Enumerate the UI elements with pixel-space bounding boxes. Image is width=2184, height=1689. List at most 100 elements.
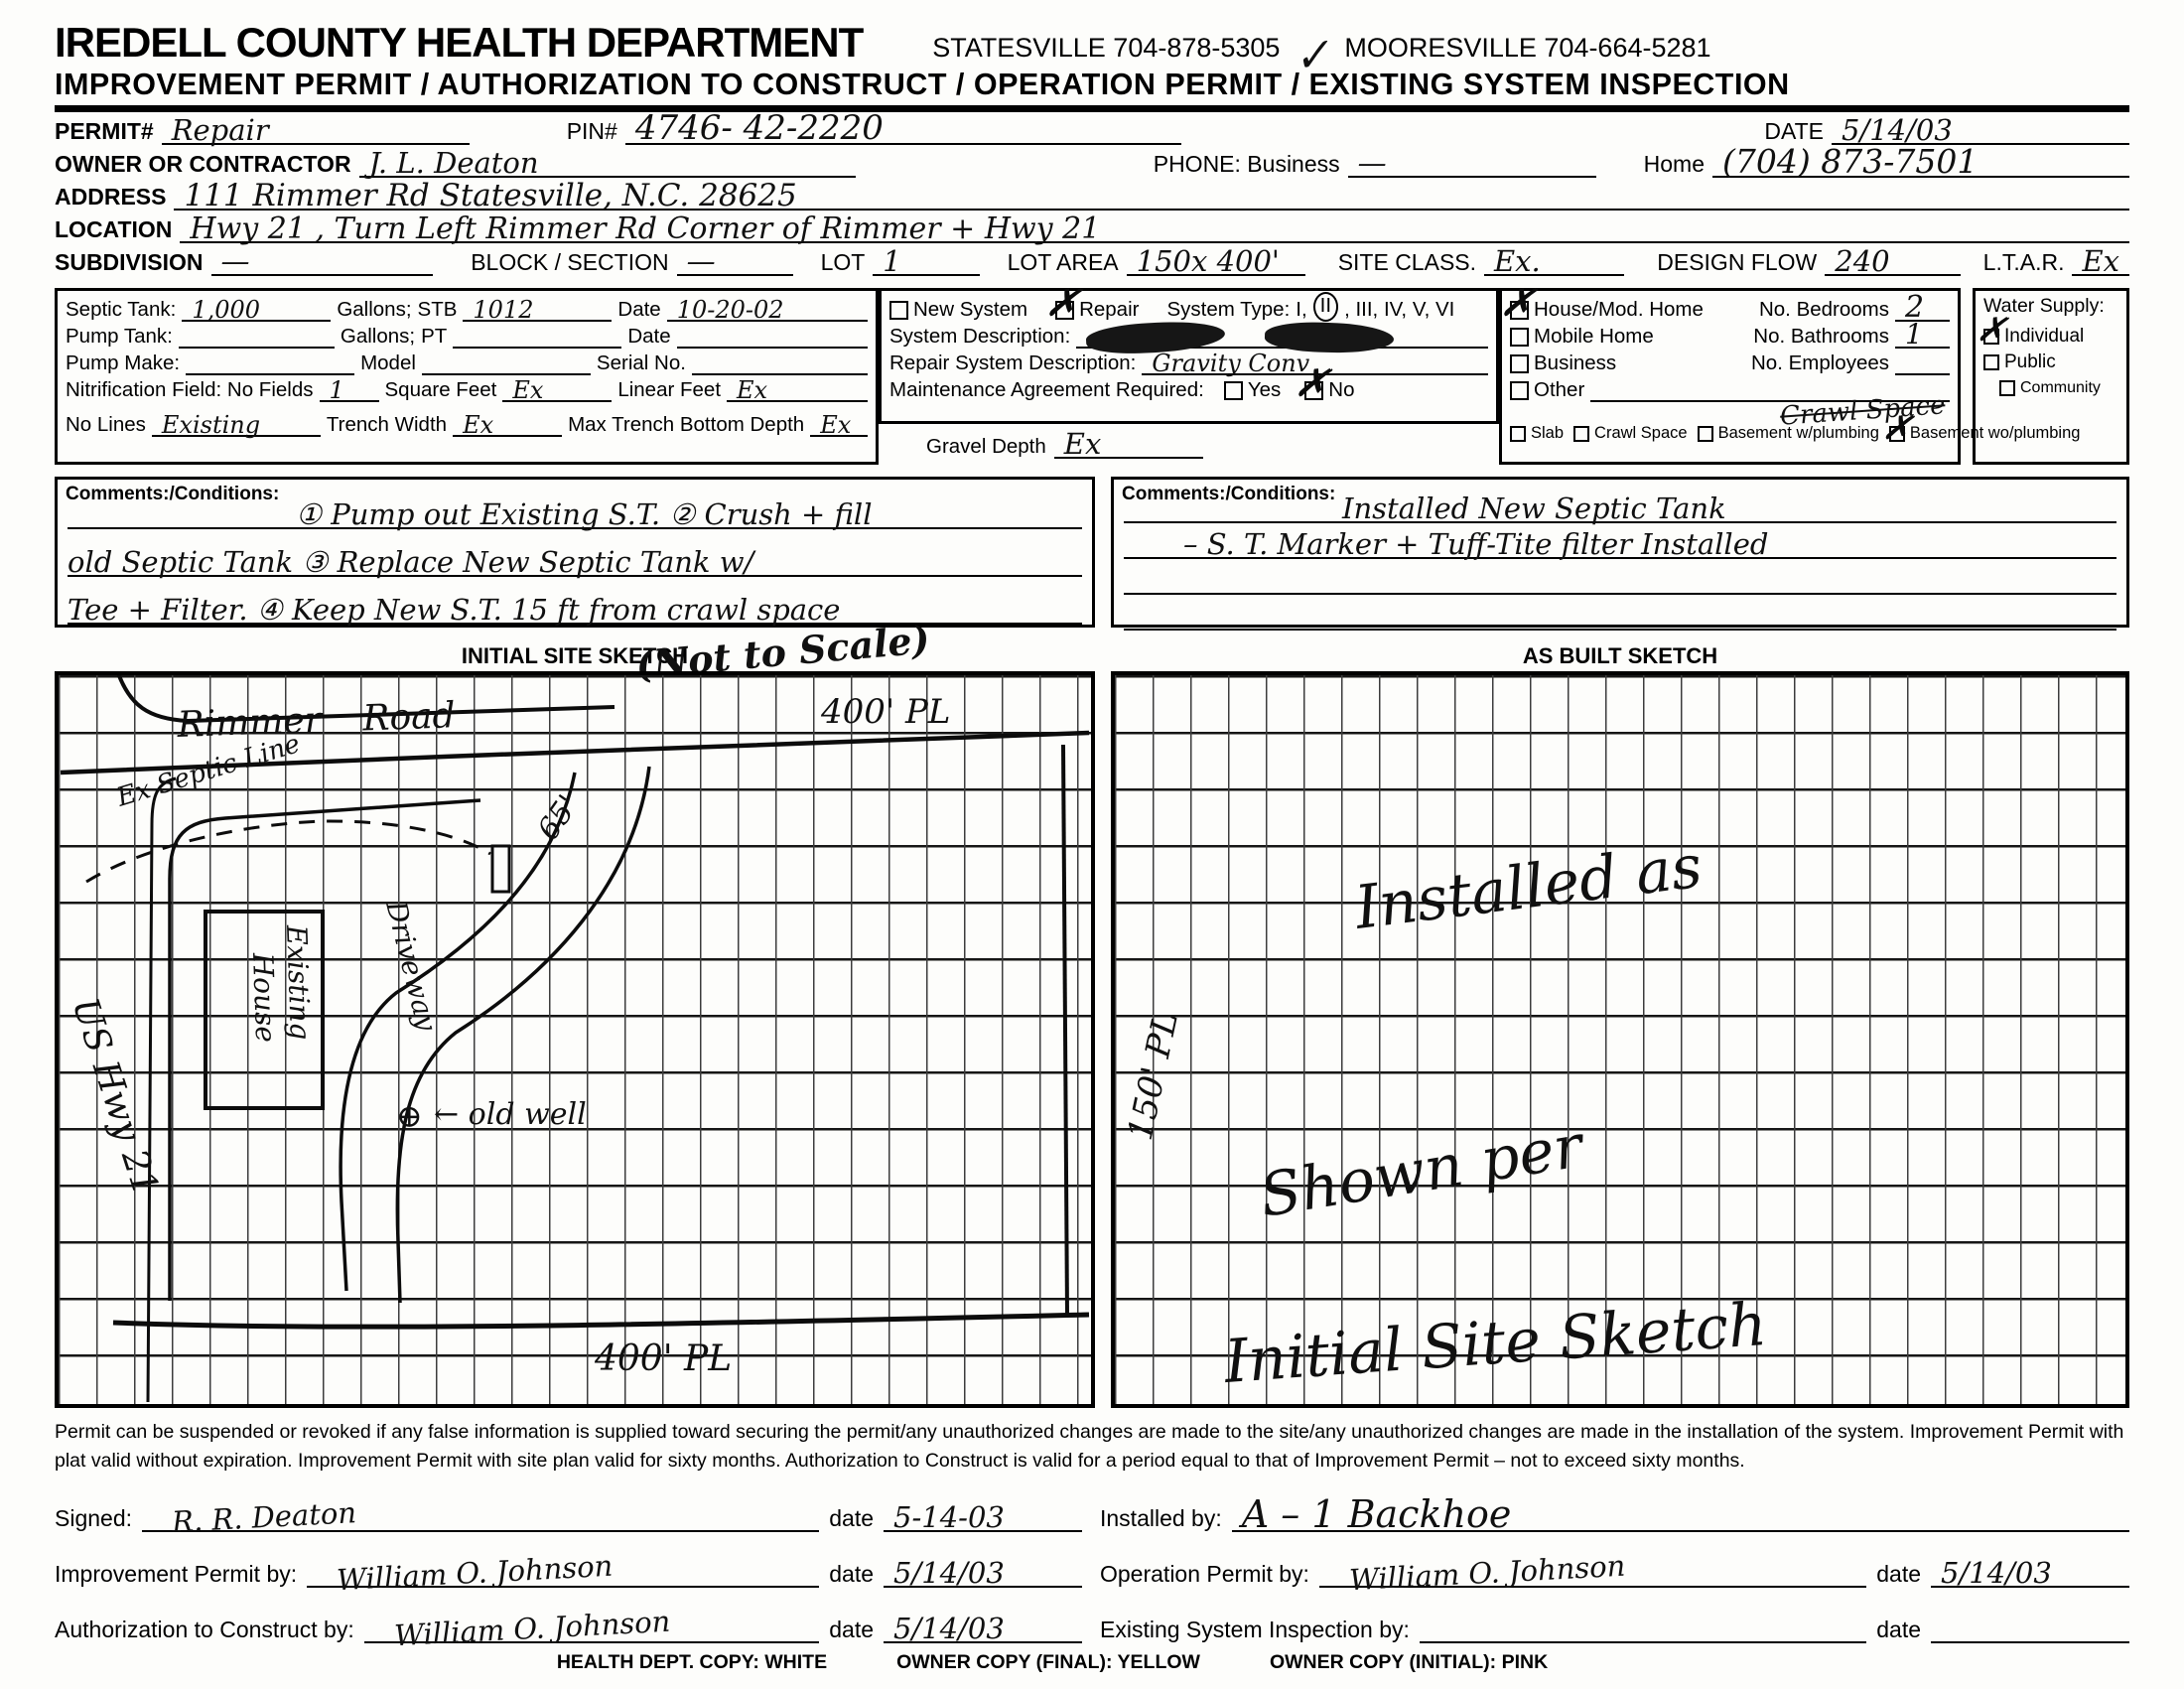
gallons-label-1: Gallons;: [337, 298, 412, 321]
phone-numbers: STATESVILLE 704-878-5305 ✓ MOORESVILLE 7…: [932, 28, 1710, 83]
pl-bottom-label: 400' PL: [594, 1338, 732, 1379]
design-flow-label: DESIGN FLOW: [1657, 249, 1818, 275]
structure-box: ✗ House/Mod. Home No. Bedrooms 2 Mobile …: [1498, 276, 2080, 465]
initial-sketch-title-cell: INITIAL SITE SKETCH (Not to Scale): [55, 617, 1095, 687]
no-lines-field: Existing: [151, 410, 321, 439]
comments-right-line4: [1124, 595, 2116, 631]
hwy-edge-line: [146, 776, 177, 1403]
individual-option: ✗ Individual: [1975, 309, 2084, 352]
pump-tank-label: Pump Tank:: [66, 325, 173, 348]
trench-width-field: Ex: [453, 410, 563, 439]
copy-white: HEALTH DEPT. COPY: WHITE: [556, 1650, 828, 1673]
comments-left-text1: ① Pump out Existing S.T. ② Crush + fill: [296, 496, 873, 531]
improvement-left: Improvement Permit by: William O. Johnso…: [55, 1549, 1082, 1597]
comments-right-box: Comments:/Conditions: Installed New Sept…: [1111, 477, 2129, 631]
system-description-field: [1076, 317, 1488, 356]
gallons-label-2: Gallons;: [340, 325, 416, 348]
copy-pink: OWNER COPY (INITIAL): PINK: [1269, 1650, 1549, 1673]
basement-w-checkbox: [1697, 425, 1713, 442]
existing-septic-line: [85, 819, 491, 884]
driveway-right-edge: [395, 766, 651, 1304]
maintenance-yes-option: Yes: [1223, 378, 1281, 402]
legal-text: Permit can be suspended or revoked if an…: [55, 1421, 2124, 1473]
mobile-checkbox: [1510, 327, 1529, 347]
bedrooms-field: 2: [1895, 292, 1950, 322]
mobile-label: Mobile Home: [1534, 325, 1654, 348]
pump-make-field: [186, 373, 355, 375]
phone-business-field: —: [1347, 149, 1596, 178]
gravel-depth-row: Gravel Depth Ex: [879, 424, 1499, 459]
repair-label: Repair: [1079, 298, 1140, 321]
phone-business-label: PHONE: Business: [1153, 151, 1340, 177]
no-fields-field: 1: [319, 375, 379, 404]
subdivision-value: —: [220, 244, 250, 279]
installed-field: A – 1 Backhoe: [1231, 1495, 2129, 1533]
bathrooms-value: 1: [1905, 318, 1923, 352]
stb-value: 1012: [473, 295, 534, 324]
septic-tank-value: 1,000: [192, 295, 261, 324]
public-checkbox: [1983, 354, 1999, 370]
lot-field: 1: [873, 244, 980, 279]
slab-label: Slab: [1531, 424, 1565, 442]
other-option: Other: [1510, 378, 1584, 402]
trench-width-value: Ex: [463, 410, 494, 439]
initial-sketch-drawing: Rimmer Road 400' PL Ex Septic Line 65' E…: [60, 675, 1090, 1403]
initial-site-sketch: Rimmer Road 400' PL Ex Septic Line 65' E…: [55, 671, 1095, 1408]
existing-label: Existing System Inspection by:: [1100, 1616, 1410, 1642]
bedrooms-label: No. Bedrooms: [1758, 298, 1889, 321]
signed-row: Signed: R. R. Deaton date 5-14-03 Instal…: [55, 1477, 2129, 1539]
date-value: 5/14/03: [1842, 113, 1953, 148]
business-row: Business No. Employees: [1510, 349, 1950, 375]
owner-field: J. L. Deaton: [358, 149, 856, 178]
maintenance-no-option: ✗ No: [1293, 356, 1355, 408]
comments-left-line2: old Septic Tank ③ Replace New Septic Tan…: [68, 529, 1082, 577]
crawl-option: Crawl Space: [1573, 424, 1688, 443]
copy-yellow: OWNER COPY (FINAL): YELLOW: [896, 1650, 1200, 1673]
employees-label: No. Employees: [1750, 352, 1889, 374]
as-built-drawing: 150' PL Installed as Shown per Initial S…: [1121, 832, 1769, 1397]
no-lines-value: Existing: [161, 410, 261, 439]
owner-label: OWNER OR CONTRACTOR: [55, 151, 351, 177]
no-lines-label: No Lines: [66, 413, 146, 436]
business-checkbox: [1510, 353, 1529, 373]
existing-date-label: date: [1876, 1616, 1921, 1642]
new-system-option: New System: [889, 298, 1027, 322]
statesville-phone: STATESVILLE 704-878-5305: [932, 33, 1281, 63]
permit-label: PERMIT#: [55, 118, 154, 144]
max-trench-field: Ex: [810, 410, 868, 439]
system-type-circled: II: [1312, 292, 1339, 322]
row-owner: OWNER OR CONTRACTOR J. L. Deaton PHONE: …: [55, 145, 2129, 178]
authorization-left: Authorization to Construct by: William O…: [55, 1605, 1082, 1652]
pin-value: 4746- 42-2220: [634, 108, 884, 149]
community-label: Community: [2020, 379, 2101, 396]
individual-row: ✗ Individual: [1975, 309, 2118, 352]
subdivision-field: —: [210, 244, 434, 279]
pump-make-label: Pump Make:: [66, 352, 181, 374]
repair-option: ✗ Repair: [1043, 276, 1140, 328]
no-fields-value: 1: [329, 375, 344, 404]
new-system-checkbox: [889, 300, 908, 320]
authorization-date-value: 5/14/03: [893, 1611, 1005, 1645]
lot-area-value: 150x 400': [1136, 244, 1280, 279]
comments-band: Comments:/Conditions: ① Pump out Existin…: [55, 477, 2129, 631]
repair-checkbox: [1055, 300, 1075, 320]
site-class-label: SITE CLASS.: [1337, 249, 1477, 275]
max-trench-value: Ex: [820, 410, 852, 439]
septic-tank-field: 1,000: [182, 295, 332, 324]
serial-label: Serial No.: [596, 352, 686, 374]
copy-legend: HEALTH DEPT. COPY: WHITE OWNER COPY (FIN…: [15, 1651, 2090, 1674]
pin-label: PIN#: [566, 118, 617, 144]
authorization-signature: William O. Johnson: [393, 1604, 671, 1653]
septic-box: Septic Tank: 1,000 Gallons; STB 1012 Dat…: [55, 288, 879, 465]
lot-value: 1: [883, 244, 901, 279]
house-option: ✗ House/Mod. Home: [1498, 276, 1704, 328]
linear-feet-value: Ex: [737, 375, 768, 404]
slab-checkbox: [1510, 425, 1526, 442]
comments-right-line2: – S. T. Marker + Tuff-Tite filter Instal…: [1124, 523, 2116, 559]
basement-wo-checkbox: [1888, 425, 1905, 442]
business-label: Business: [1534, 352, 1617, 374]
improvement-row: Improvement Permit by: William O. Johnso…: [55, 1532, 2129, 1597]
maintenance-label: Maintenance Agreement Required:: [889, 378, 1204, 401]
sketch-band: Rimmer Road 400' PL Ex Septic Line 65' E…: [55, 671, 2129, 1408]
as-built-sketch-title: AS BUILT SKETCH: [1522, 643, 1718, 668]
